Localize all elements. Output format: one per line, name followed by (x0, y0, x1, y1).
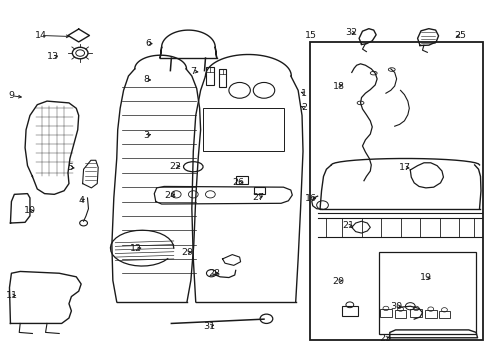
Text: 10: 10 (24, 206, 36, 215)
Text: 20: 20 (332, 276, 344, 285)
Text: 4: 4 (78, 196, 84, 205)
Text: 16: 16 (305, 194, 317, 203)
Text: 15: 15 (305, 31, 317, 40)
Text: 6: 6 (144, 39, 151, 48)
Text: 25: 25 (453, 31, 465, 40)
Bar (394, 310, 406, 318)
Text: 17: 17 (398, 163, 409, 172)
Text: 14: 14 (35, 31, 46, 40)
Text: 12: 12 (130, 244, 142, 253)
Text: 2: 2 (301, 103, 306, 112)
Text: 5: 5 (67, 163, 73, 172)
Bar (424, 310, 436, 318)
Bar (235, 176, 247, 184)
Bar (379, 309, 391, 317)
Text: 28: 28 (208, 269, 220, 278)
Bar (341, 306, 357, 316)
Text: 19: 19 (419, 273, 431, 282)
Bar (378, 252, 475, 334)
Text: 31: 31 (203, 322, 215, 331)
Bar (206, 67, 214, 85)
Text: 27: 27 (252, 193, 264, 202)
Text: 18: 18 (332, 82, 344, 91)
Text: 23: 23 (378, 334, 390, 343)
Text: 1: 1 (301, 89, 306, 98)
Text: 13: 13 (47, 53, 60, 62)
Bar (409, 309, 421, 317)
Bar (254, 187, 264, 194)
Bar (310, 42, 483, 339)
Text: 32: 32 (344, 28, 356, 37)
Bar (203, 108, 283, 151)
Text: 21: 21 (342, 221, 354, 230)
Text: 9: 9 (8, 91, 14, 100)
Bar (438, 311, 449, 319)
Text: 26: 26 (232, 178, 244, 187)
Text: 30: 30 (390, 302, 402, 311)
Text: 8: 8 (142, 75, 149, 84)
Text: 22: 22 (169, 162, 181, 171)
Text: 11: 11 (5, 291, 18, 300)
Text: 29: 29 (181, 248, 193, 257)
Text: 24: 24 (164, 190, 176, 199)
Text: 3: 3 (142, 131, 149, 140)
Bar (218, 69, 226, 87)
Text: 7: 7 (190, 67, 196, 76)
